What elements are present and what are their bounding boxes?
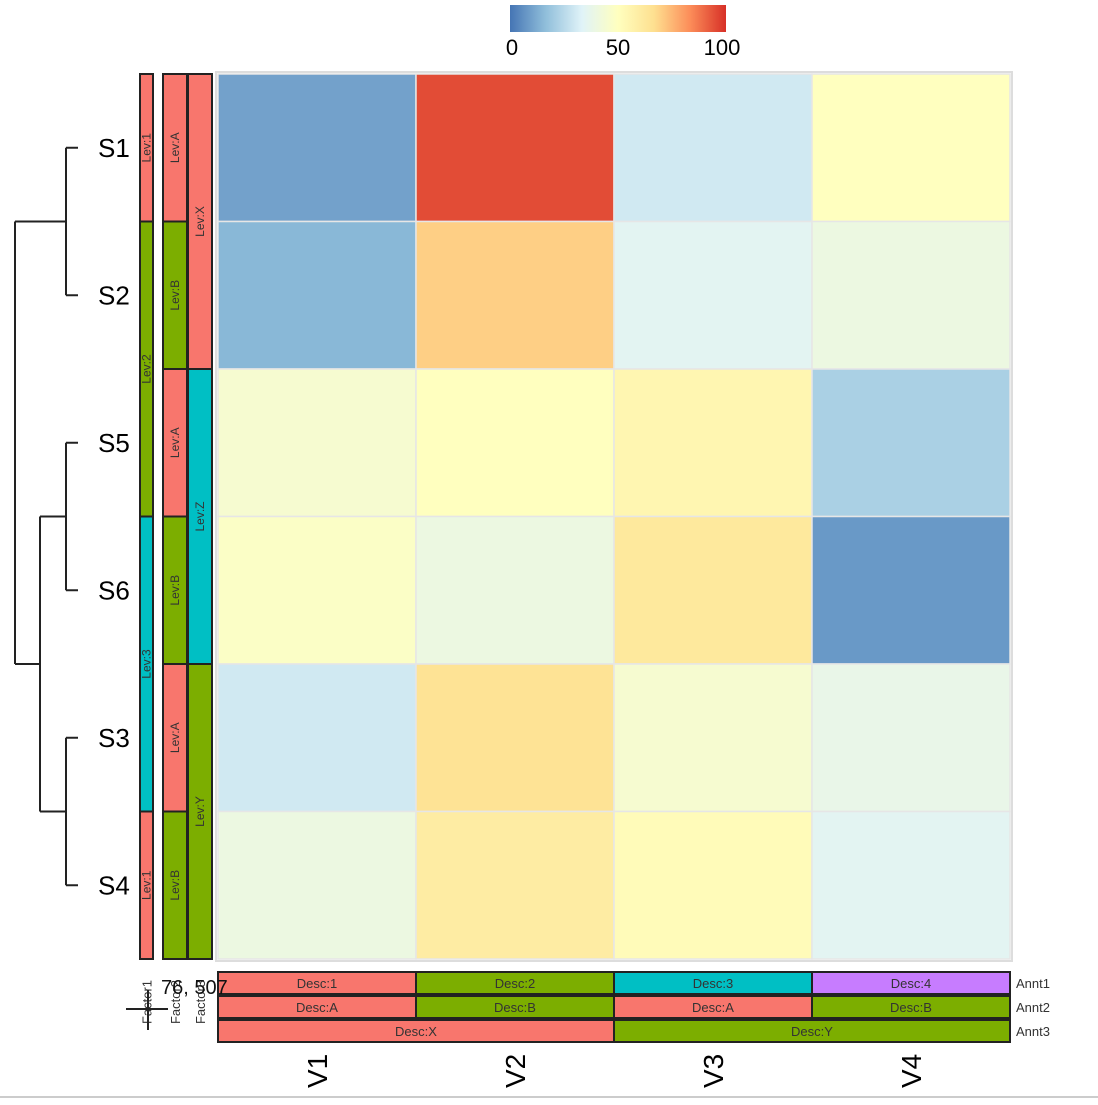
heatmap-cell — [415, 368, 615, 518]
row-annotation-label: Lev:1 — [140, 870, 154, 900]
column-annotation-name: Annt3 — [1016, 1024, 1050, 1039]
heatmap-cell — [217, 220, 417, 370]
row-annotation-label: Lev:A — [168, 132, 182, 163]
row-annotation-label: Lev:B — [168, 280, 182, 311]
row-annotation-label: Lev:1 — [140, 133, 154, 163]
row-annotation-label: Lev:B — [168, 575, 182, 606]
column-annotation-label: Desc:3 — [693, 976, 733, 991]
coordinate-readout: 76, 507 — [161, 977, 228, 999]
heatmap-border — [215, 71, 1013, 962]
row-annotation-block — [162, 515, 188, 665]
column-annotation-label: Desc:A — [692, 1000, 734, 1015]
row-annotation-block — [162, 368, 188, 518]
row-annotation-label: Lev:Z — [193, 501, 207, 531]
row-label: S4 — [98, 870, 130, 900]
heatmap-cell — [811, 73, 1011, 223]
row-annotation-block — [139, 810, 154, 960]
heatmap-cell — [415, 220, 615, 370]
row-annotation-block — [187, 663, 213, 960]
heatmap-cell — [217, 810, 417, 960]
row-annotation-name: Factor3 — [193, 980, 208, 1024]
row-annotation-label: Lev:3 — [140, 649, 154, 679]
heatmap-cell — [217, 73, 417, 223]
row-annotation-label: Lev:2 — [140, 354, 154, 384]
column-annotation-name: Annt1 — [1016, 976, 1050, 991]
column-annotation-label: Desc:X — [395, 1024, 437, 1039]
row-label: S6 — [98, 575, 130, 605]
heatmap-cell — [613, 368, 813, 518]
column-label: V3 — [698, 1054, 729, 1088]
heatmap-cell — [613, 663, 813, 813]
column-annotation-label: Desc:A — [296, 1000, 338, 1015]
heatmap-cell — [217, 663, 417, 813]
heatmap-cell — [217, 368, 417, 518]
column-annotation-label: Desc:1 — [297, 976, 337, 991]
heatmap-cell — [613, 73, 813, 223]
row-annotation-label: Lev:A — [168, 427, 182, 458]
heatmap-cell — [613, 810, 813, 960]
column-annotation-block — [811, 995, 1011, 1019]
row-annotation-name: Factor2 — [168, 980, 183, 1024]
column-label: V2 — [500, 1054, 531, 1088]
row-annotation-block — [162, 73, 188, 223]
color-legend-tick-label: 0 — [506, 35, 518, 60]
column-label: V1 — [302, 1054, 333, 1088]
heatmap-cell — [811, 515, 1011, 665]
column-annotation-label: Desc:Y — [791, 1024, 833, 1039]
row-annotation-block — [187, 368, 213, 665]
color-legend-tick-label: 50 — [606, 35, 630, 60]
color-legend-bar — [510, 5, 726, 32]
column-annotation-label: Desc:B — [890, 1000, 932, 1015]
row-label: S5 — [98, 428, 130, 458]
heatmap-cell — [613, 515, 813, 665]
row-annotation-label: Lev:Y — [193, 796, 207, 827]
heatmap-cell — [415, 810, 615, 960]
column-annotation-label: Desc:4 — [891, 976, 931, 991]
row-label: S2 — [98, 280, 130, 310]
heatmap-cell — [217, 515, 417, 665]
color-legend-tick-label: 100 — [704, 35, 741, 60]
heatmap-cell — [811, 220, 1011, 370]
heatmap-cell — [415, 73, 615, 223]
row-label: S1 — [98, 133, 130, 163]
heatmap-cell — [415, 515, 615, 665]
column-label: V4 — [896, 1054, 927, 1088]
column-annotation-block — [811, 971, 1011, 995]
row-annotation-block — [162, 810, 188, 960]
row-label: S3 — [98, 723, 130, 753]
heatmap-cell — [811, 810, 1011, 960]
row-annotation-label: Lev:B — [168, 870, 182, 901]
heatmap-cell — [811, 663, 1011, 813]
row-annotation-label: Lev:X — [193, 206, 207, 237]
heatmap-cell — [415, 663, 615, 813]
column-annotation-name: Annt2 — [1016, 1000, 1050, 1015]
column-annotation-block — [613, 1019, 1011, 1043]
heatmap-cell — [811, 368, 1011, 518]
column-annotation-label: Desc:B — [494, 1000, 536, 1015]
heatmap-cell — [613, 220, 813, 370]
row-annotation-label: Lev:A — [168, 722, 182, 753]
column-annotation-label: Desc:2 — [495, 976, 535, 991]
